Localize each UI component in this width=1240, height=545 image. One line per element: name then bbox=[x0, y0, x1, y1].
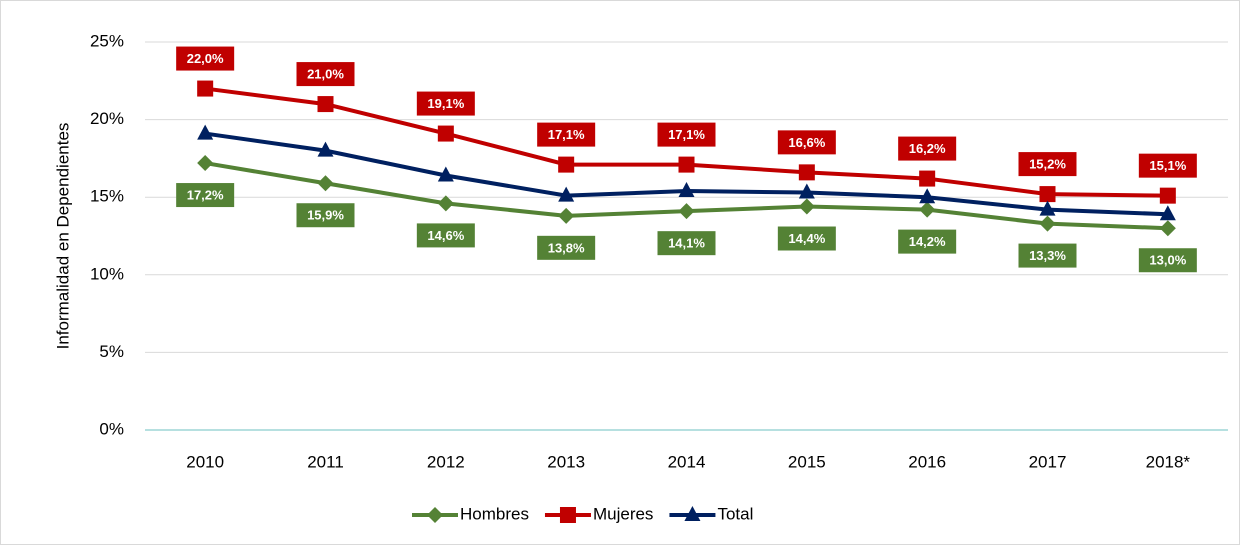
x-tick-label: 2014 bbox=[668, 452, 706, 471]
x-tick-label: 2011 bbox=[307, 452, 344, 471]
marker bbox=[798, 164, 815, 181]
marker bbox=[1039, 186, 1056, 203]
value-label: 13,8% bbox=[548, 240, 585, 255]
value-label: 22,0% bbox=[187, 51, 224, 66]
y-tick-label: 10% bbox=[90, 264, 124, 283]
marker bbox=[678, 203, 695, 220]
value-label: 17,1% bbox=[668, 127, 705, 142]
value-label-box bbox=[657, 231, 716, 256]
value-label-box bbox=[176, 183, 235, 208]
marker bbox=[919, 188, 936, 204]
value-label-box bbox=[777, 130, 836, 155]
value-label-box bbox=[1018, 152, 1077, 177]
marker bbox=[1159, 187, 1176, 204]
x-tick-label: 2018* bbox=[1146, 452, 1191, 471]
marker bbox=[197, 124, 214, 140]
value-label: 15,2% bbox=[1029, 157, 1066, 172]
value-label: 17,2% bbox=[187, 187, 224, 202]
marker bbox=[317, 96, 334, 113]
marker bbox=[1039, 215, 1056, 232]
value-label-box bbox=[176, 46, 235, 71]
marker bbox=[1159, 220, 1176, 237]
y-tick-label: 25% bbox=[90, 31, 124, 50]
value-label-box bbox=[1018, 243, 1077, 268]
x-tick-label: 2012 bbox=[427, 452, 465, 471]
marker bbox=[1039, 200, 1056, 216]
value-label: 14,2% bbox=[909, 234, 946, 249]
value-label-box bbox=[1138, 248, 1197, 273]
value-label-box bbox=[537, 235, 596, 260]
x-tick-label: 2016 bbox=[908, 452, 946, 471]
y-tick-label: 5% bbox=[99, 342, 124, 361]
marker bbox=[919, 201, 936, 218]
value-label: 14,1% bbox=[668, 236, 705, 251]
legend-label: Hombres bbox=[460, 504, 529, 523]
value-label-box bbox=[898, 229, 957, 254]
x-tick-label: 2017 bbox=[1029, 452, 1067, 471]
y-tick-label: 20% bbox=[90, 109, 124, 128]
marker bbox=[197, 80, 214, 97]
marker bbox=[558, 156, 575, 173]
y-axis-label: Informalidad en Dependientes bbox=[53, 123, 72, 350]
marker bbox=[678, 181, 695, 197]
x-tick-label: 2015 bbox=[788, 452, 826, 471]
value-label-box bbox=[416, 91, 475, 116]
marker bbox=[684, 506, 701, 521]
value-label-box bbox=[657, 122, 716, 147]
marker bbox=[798, 183, 815, 199]
value-label-box bbox=[537, 122, 596, 147]
value-label-box bbox=[296, 203, 355, 228]
value-label-box bbox=[296, 62, 355, 87]
marker bbox=[798, 198, 815, 215]
value-label: 13,0% bbox=[1149, 253, 1186, 268]
x-tick-label: 2010 bbox=[186, 452, 224, 471]
marker bbox=[437, 195, 454, 212]
value-label: 19,1% bbox=[427, 96, 464, 111]
value-label: 17,1% bbox=[548, 127, 585, 142]
y-tick-label: 15% bbox=[90, 187, 124, 206]
value-label: 16,6% bbox=[788, 135, 825, 150]
value-label: 21,0% bbox=[307, 67, 344, 82]
marker bbox=[317, 141, 334, 157]
marker bbox=[1159, 205, 1176, 221]
legend-label: Total bbox=[717, 504, 753, 523]
marker bbox=[558, 207, 575, 224]
marker bbox=[559, 507, 576, 523]
y-tick-label: 0% bbox=[99, 419, 124, 438]
marker bbox=[427, 507, 443, 523]
value-label: 16,2% bbox=[909, 141, 946, 156]
marker bbox=[919, 170, 936, 187]
marker bbox=[317, 175, 334, 192]
value-label: 14,4% bbox=[788, 231, 825, 246]
marker bbox=[678, 156, 695, 173]
value-label: 14,6% bbox=[427, 228, 464, 243]
value-label: 15,9% bbox=[307, 208, 344, 223]
value-label-box bbox=[777, 226, 836, 251]
legend-label: Mujeres bbox=[593, 504, 653, 523]
value-label-box bbox=[1138, 153, 1197, 178]
marker bbox=[197, 155, 214, 172]
value-label-box bbox=[416, 223, 475, 248]
marker bbox=[437, 166, 454, 182]
marker bbox=[558, 186, 575, 202]
value-label-box bbox=[898, 136, 957, 161]
x-tick-label: 2013 bbox=[547, 452, 585, 471]
marker bbox=[437, 125, 454, 142]
value-label: 13,3% bbox=[1029, 248, 1066, 263]
value-label: 15,1% bbox=[1149, 158, 1186, 173]
